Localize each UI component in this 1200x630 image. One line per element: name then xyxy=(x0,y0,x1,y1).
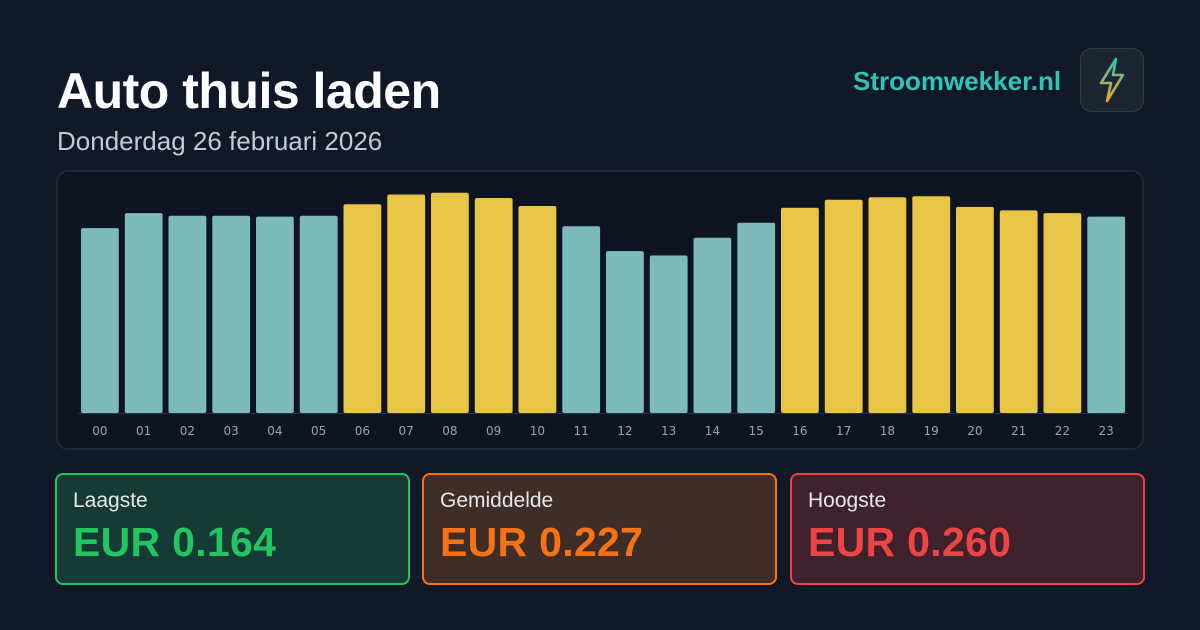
bar-hour-15 xyxy=(737,222,776,413)
bar-hour-11 xyxy=(562,226,601,413)
price-chart: 00 01 02 03 04 05 06 07 08 09 10 11 12 13 14 15 16 17 18 19… xyxy=(56,170,1144,450)
tick-label-17: 17 xyxy=(836,424,851,438)
lowest-price-label: Laagste xyxy=(73,489,148,512)
bar-hour-20 xyxy=(956,206,994,413)
bar-hour-21 xyxy=(999,210,1038,413)
tick-label-14: 14 xyxy=(705,424,720,438)
tick-label-04: 04 xyxy=(267,424,282,438)
price-bar-chart: 00 01 02 03 04 05 06 07 08 09 10 11 12 13 14 15 16 17 18 19… xyxy=(78,192,1128,438)
bar-hour-01 xyxy=(124,213,163,413)
bar-hour-18 xyxy=(868,197,907,413)
bar-hour-19 xyxy=(912,196,951,413)
bar-hour-23 xyxy=(1087,216,1126,413)
tick-label-15: 15 xyxy=(748,424,763,438)
tick-label-06: 06 xyxy=(355,424,370,438)
tick-label-00: 00 xyxy=(92,424,107,438)
bar-hour-17 xyxy=(824,199,863,413)
bar-hour-05 xyxy=(299,215,338,413)
tick-label-22: 22 xyxy=(1055,424,1070,438)
highest-price-label: Hoogste xyxy=(808,489,887,512)
bar-hour-16 xyxy=(781,207,819,413)
tick-label-03: 03 xyxy=(223,424,238,438)
tick-label-07: 07 xyxy=(398,424,413,438)
lightning-bolt-icon xyxy=(1099,57,1125,103)
tick-label-02: 02 xyxy=(180,424,195,438)
average-price-label: Gemiddelde xyxy=(440,489,554,512)
brand-name: Stroomwekker.nl xyxy=(853,66,1062,96)
bar-hour-07 xyxy=(387,194,426,413)
tick-label-20: 20 xyxy=(967,424,982,438)
page-title: Auto thuis laden xyxy=(57,63,441,119)
tick-label-08: 08 xyxy=(442,424,457,438)
average-price-card: Gemiddelde EUR 0.227 xyxy=(422,473,777,585)
bar-hour-12 xyxy=(606,251,644,413)
tick-label-16: 16 xyxy=(792,424,807,438)
tick-label-18: 18 xyxy=(880,424,895,438)
tick-label-11: 11 xyxy=(573,424,588,438)
brand-logo xyxy=(1080,48,1144,112)
bar-hour-08 xyxy=(431,192,469,413)
tick-label-12: 12 xyxy=(617,424,632,438)
bar-hour-06 xyxy=(343,204,382,413)
tick-label-09: 09 xyxy=(486,424,501,438)
tick-label-01: 01 xyxy=(136,424,151,438)
bar-hour-02 xyxy=(168,215,207,413)
tick-label-10: 10 xyxy=(530,424,545,438)
bar-hour-22 xyxy=(1043,213,1082,413)
highest-price-value: EUR 0.260 xyxy=(808,519,1012,565)
bar-hour-13 xyxy=(649,255,688,413)
tick-label-21: 21 xyxy=(1011,424,1026,438)
highest-price-card: Hoogste EUR 0.260 xyxy=(790,473,1145,585)
stats-cards: Laagste EUR 0.164 Gemiddelde EUR 0.227 H… xyxy=(55,473,1145,585)
lowest-price-value: EUR 0.164 xyxy=(73,519,277,565)
page-date: Donderdag 26 februari 2026 xyxy=(57,126,383,156)
tick-label-19: 19 xyxy=(923,424,938,438)
tick-label-23: 23 xyxy=(1098,424,1113,438)
bar-hour-10 xyxy=(518,206,557,413)
tick-label-05: 05 xyxy=(311,424,326,438)
tick-label-13: 13 xyxy=(661,424,676,438)
average-price-value: EUR 0.227 xyxy=(440,519,644,565)
bar-hour-09 xyxy=(474,198,513,413)
bar-hour-04 xyxy=(256,216,294,413)
bar-hour-14 xyxy=(693,237,732,413)
bar-hour-00 xyxy=(81,228,119,413)
lowest-price-card: Laagste EUR 0.164 xyxy=(55,473,410,585)
bar-hour-03 xyxy=(212,215,251,413)
